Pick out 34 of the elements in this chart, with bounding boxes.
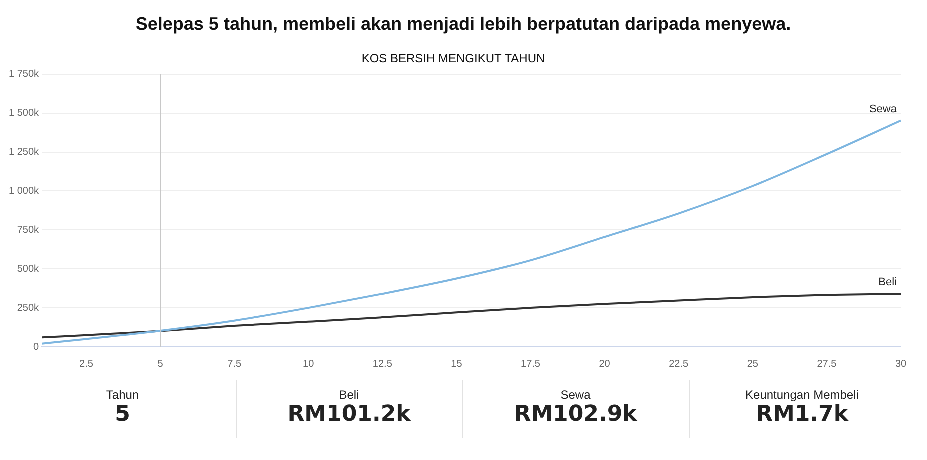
- x-tick-label: 7.5: [228, 358, 242, 370]
- line-series: [42, 293, 901, 339]
- series-label: Sewa: [869, 103, 898, 116]
- x-tick-label: 17.5: [521, 358, 541, 370]
- y-tick-label: 1 750k: [8, 69, 40, 80]
- y-tick-label: 1 500k: [8, 108, 40, 120]
- x-tick-label: 22.5: [669, 358, 690, 370]
- text: Sewa: [560, 388, 592, 402]
- text: RM101.2k: [286, 402, 412, 427]
- text: Tahun: [105, 388, 140, 402]
- y-tick-label: 250k: [17, 302, 40, 314]
- y-tick-label: 0: [33, 342, 40, 353]
- text: 5: [114, 402, 132, 427]
- y-tick-label: 750k: [17, 224, 40, 236]
- text: Beli: [338, 388, 360, 402]
- y-tick-label: 1 250k: [8, 147, 40, 158]
- x-tick-label: 2.5: [80, 358, 94, 370]
- x-tick-label: 25: [747, 358, 759, 370]
- chart-title: Selepas 5 tahun, membeli akan menjadi lebih berpatutan daripada menyewa.: [134, 14, 792, 35]
- y-tick-label: 500k: [17, 264, 40, 275]
- text: RM1.7k: [755, 402, 850, 427]
- line-series: [42, 120, 901, 345]
- x-tick-label: 27.5: [817, 358, 838, 370]
- x-tick-label: 5: [158, 358, 164, 370]
- x-tick-label: 15: [451, 358, 463, 370]
- x-tick-label: 12.5: [372, 358, 393, 370]
- y-tick-label: 1 000k: [8, 186, 40, 197]
- text: RM102.9k: [513, 402, 638, 427]
- x-tick-label: 10: [303, 358, 315, 370]
- x-tick-label: 20: [599, 358, 611, 370]
- series-label: Beli: [878, 276, 897, 289]
- x-tick-label: 30: [895, 358, 907, 370]
- text: Keuntungan Membeli: [744, 388, 860, 402]
- chart-subtitle: KOS BERSIH MENGIKUT TAHUN: [362, 52, 546, 66]
